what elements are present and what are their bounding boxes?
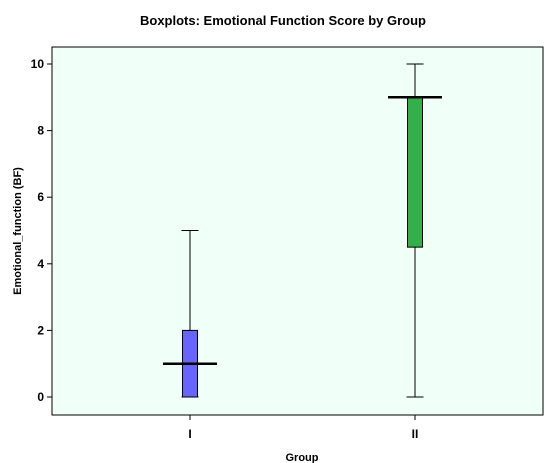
x-axis-label: Group: [286, 452, 319, 463]
plot-area: [51, 46, 544, 416]
y-axis: 0 2 4 6 8 10: [31, 57, 52, 404]
boxes-layer: [163, 63, 442, 398]
chart-title: Boxplots: Emotional Function Score by Gr…: [140, 13, 426, 28]
box-group-II: [388, 63, 442, 398]
y-tick-label: 6: [37, 190, 44, 204]
y-tick-label: 8: [37, 124, 44, 138]
y-tick-label: 4: [37, 257, 44, 271]
x-tick-label: II: [412, 427, 419, 441]
x-tick-label: I: [188, 427, 191, 441]
box-group-I: [163, 230, 217, 398]
x-axis: I II: [188, 415, 418, 441]
y-tick-label: 0: [37, 390, 44, 404]
y-tick-label: 2: [37, 323, 44, 337]
y-axis-label: Emotional_function (BF): [12, 167, 24, 295]
y-tick-label: 10: [31, 57, 45, 71]
box: [407, 96, 423, 248]
